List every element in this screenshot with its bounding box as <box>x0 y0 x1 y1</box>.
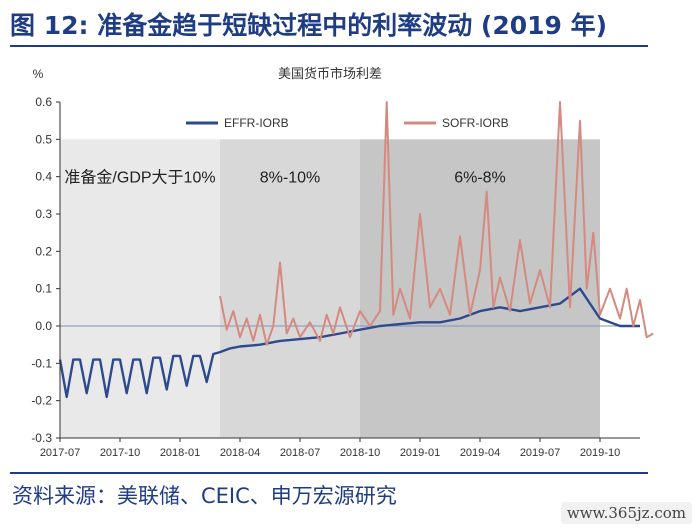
legend-label-effr-iorb: EFFR-IORB <box>224 116 289 130</box>
axes: 0.6 0.5 0.4 0.3 0.2 0.1 0.0 -0.1 -0.2 -0.3 2017-07… <box>31 95 640 459</box>
x-tick-label: 2018-04 <box>220 447 260 459</box>
y-tick-label: 0.0 <box>35 319 52 333</box>
x-tick-label: 2019-10 <box>580 447 620 459</box>
y-tick-label: 0.3 <box>35 207 52 221</box>
y-tick-label: 0.6 <box>35 95 52 109</box>
x-tick-label: 2019-07 <box>520 447 560 459</box>
y-tick-label: -0.1 <box>31 356 52 370</box>
chart-title: 美国货币市场利差 <box>278 66 382 81</box>
x-tick-label: 2019-04 <box>460 447 500 459</box>
region-band-2 <box>220 139 360 438</box>
y-tick-label: 0.2 <box>35 244 52 258</box>
y-axis-unit: % <box>33 67 44 81</box>
y-tick-label: -0.2 <box>31 394 52 408</box>
region-label-3: 6%-8% <box>454 170 506 187</box>
y-tick-label: 0.1 <box>35 282 52 296</box>
legend-label-sofr-iorb: SOFR-IORB <box>442 116 509 130</box>
y-tick-label: 0.4 <box>35 170 52 184</box>
watermark: www.365jz.com <box>560 502 692 524</box>
region-label-2: 8%-10% <box>260 170 320 187</box>
x-tick-label: 2018-10 <box>340 447 380 459</box>
region-label-1: 准备金/GDP大于10% <box>64 169 215 187</box>
x-tick-label: 2017-10 <box>100 447 140 459</box>
y-tick-label: 0.5 <box>35 132 52 146</box>
region-labels: 准备金/GDP大于10% 8%-10% 6%-8% <box>64 169 505 187</box>
series-lines <box>58 101 654 399</box>
figure-title: 图 12: 准备金趋于短缺过程中的利率波动 (2019 年) <box>10 11 608 40</box>
source-rule <box>10 472 648 474</box>
source-note: 资料来源：美联储、CEIC、申万宏源研究 <box>12 484 397 508</box>
x-tick-label: 2018-07 <box>280 447 320 459</box>
y-tick-label: -0.3 <box>31 431 52 445</box>
title-rule <box>10 45 648 47</box>
chart: 准备金/GDP大于10% 8%-10% 6%-8% 0.60.50.40.30.20… <box>31 66 654 459</box>
x-tick-label: 2019-01 <box>400 447 440 459</box>
x-tick-label: 2018-01 <box>160 447 200 459</box>
series-line-effr-iorb <box>58 287 640 399</box>
legend: EFFR-IORB SOFR-IORB <box>186 116 509 130</box>
series-line-sofr-iorb <box>219 101 654 346</box>
x-tick-label: 2017-07 <box>40 447 80 459</box>
